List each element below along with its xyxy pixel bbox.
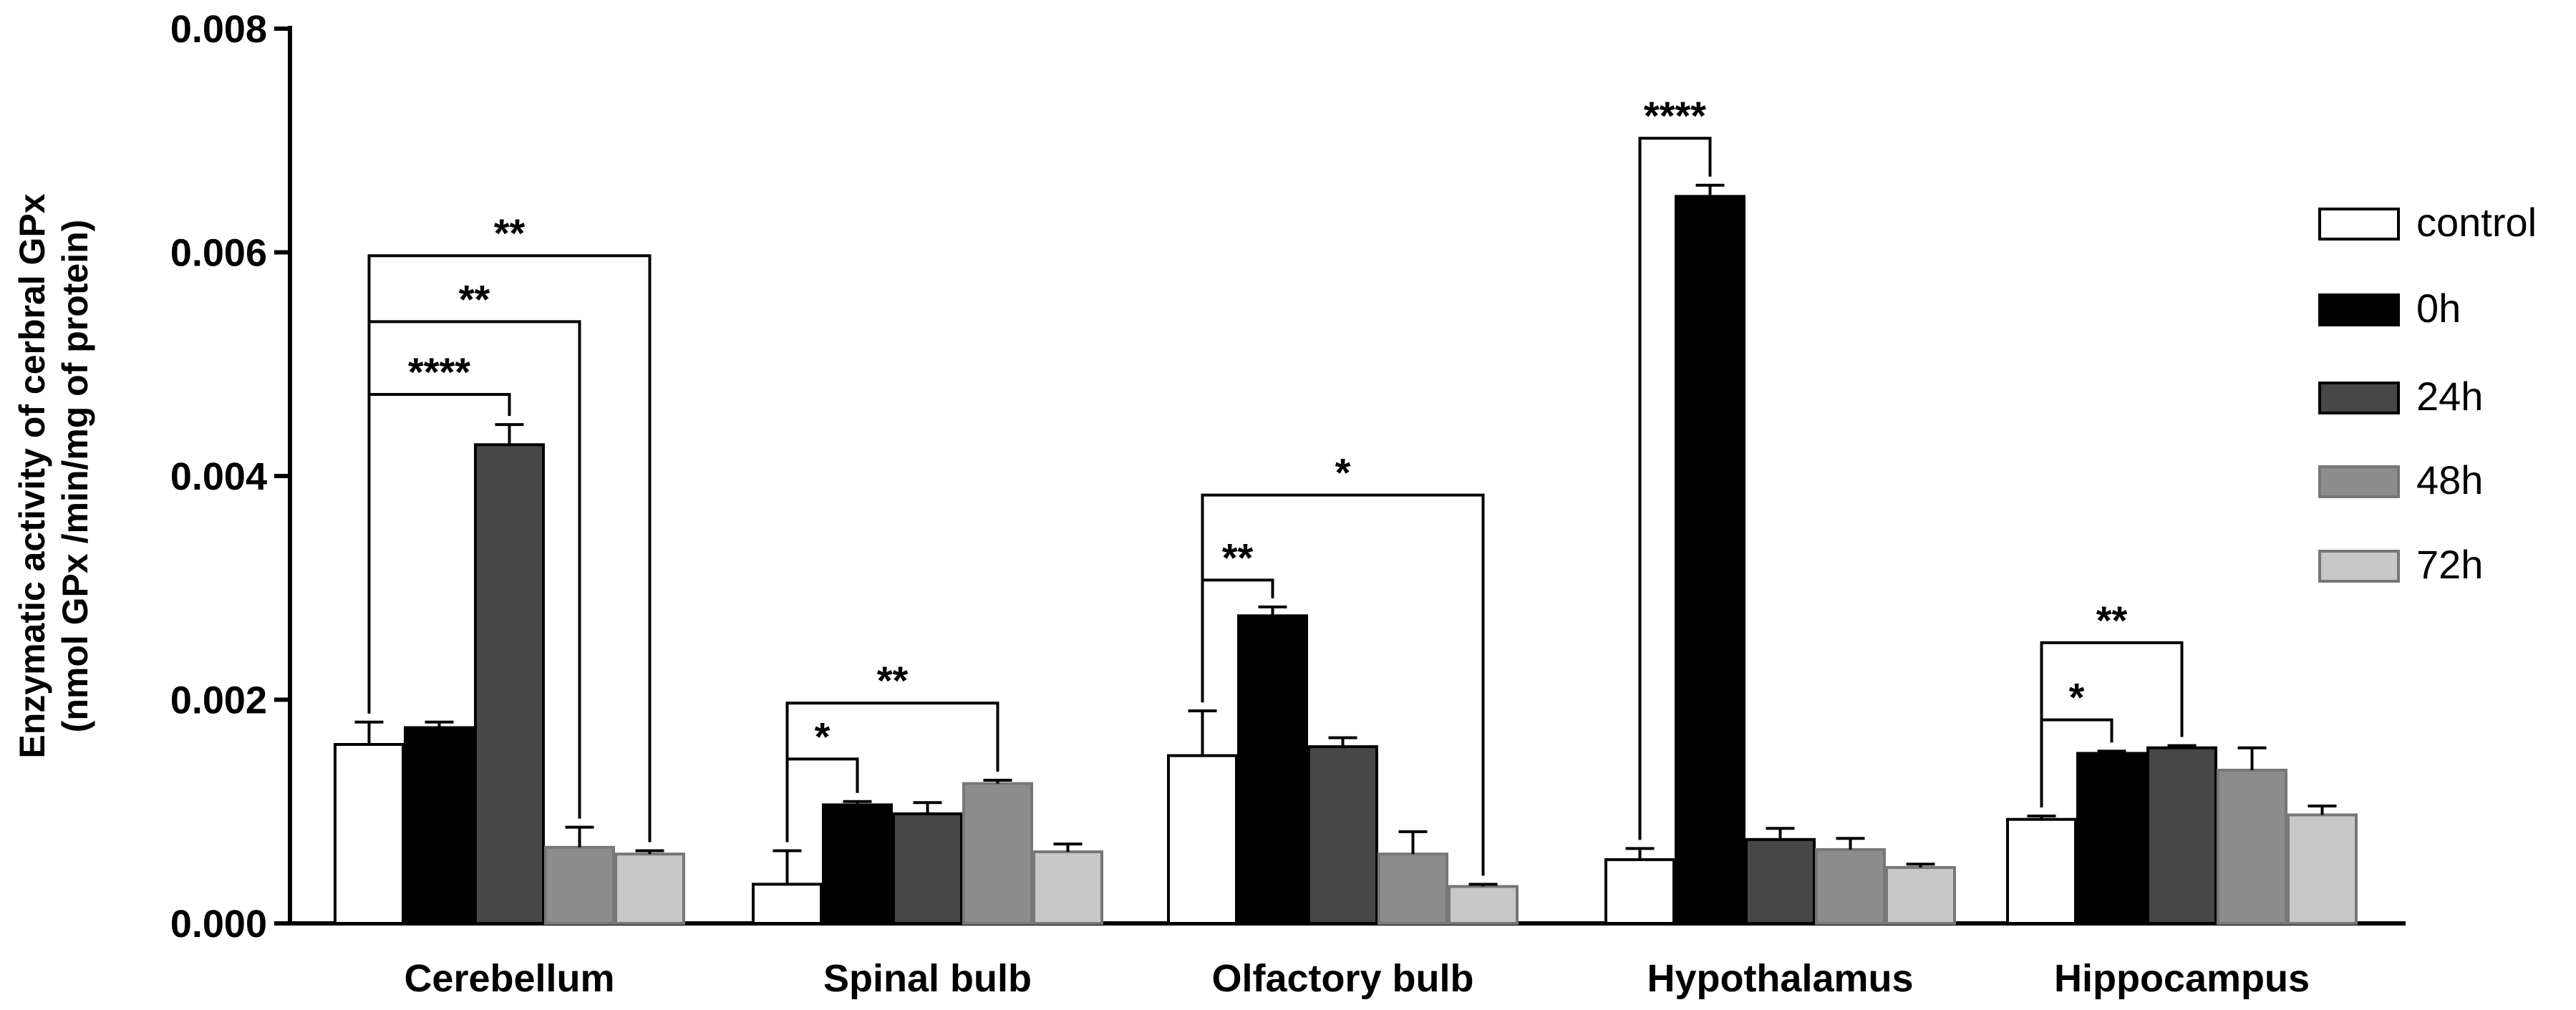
y-axis-subtitle: (nmol GPx /min/mg of protein) — [55, 220, 95, 733]
significance-label: ** — [877, 658, 909, 703]
bar-0h — [1237, 614, 1308, 925]
y-tick-label: 0.002 — [170, 679, 267, 722]
legend-swatch — [2318, 550, 2400, 583]
legend-swatch — [2318, 208, 2400, 241]
significance-bracket — [785, 701, 999, 843]
y-tick-label: 0.000 — [170, 903, 267, 946]
legend-swatch — [2318, 293, 2400, 326]
bar-control — [2006, 817, 2077, 925]
bar-0h — [822, 803, 893, 925]
legend-label: 72h — [2416, 542, 2483, 587]
significance-bracket — [1201, 493, 1485, 876]
y-tick-label: 0.008 — [170, 8, 267, 51]
bar-control — [334, 743, 405, 925]
x-category-label: Olfactory bulb — [1211, 957, 1473, 1000]
bar-48h — [1815, 848, 1886, 925]
x-category-label: Hypothalamus — [1647, 957, 1913, 1000]
y-tick-label: 0.006 — [170, 232, 267, 275]
legend-label: 48h — [2416, 457, 2483, 502]
bar-0h — [404, 726, 475, 925]
legend-label: 24h — [2416, 374, 2483, 419]
significance-label: ** — [2096, 598, 2128, 643]
bar-48h — [2217, 768, 2287, 925]
significance-label: ** — [494, 210, 526, 256]
bar-0h — [1675, 195, 1745, 925]
significance-bracket — [1638, 137, 1712, 840]
significance-label: **** — [408, 349, 470, 394]
significance-label: * — [1335, 450, 1351, 495]
significance-label: **** — [1644, 93, 1706, 138]
x-category-label: Spinal bulb — [823, 957, 1032, 1000]
significance-label: ** — [459, 276, 490, 321]
bar-48h — [962, 782, 1033, 925]
legend-swatch — [2318, 465, 2400, 498]
x-category-label: Cerebellum — [404, 957, 614, 1000]
bar-24h — [1307, 745, 1378, 925]
legend-label: control — [2416, 200, 2537, 245]
bar-0h — [2076, 752, 2147, 925]
bar-control — [1604, 858, 1675, 925]
significance-label: * — [2069, 675, 2085, 720]
significance-bracket — [2040, 641, 2184, 807]
bar-72h — [614, 853, 685, 925]
significance-label: * — [815, 714, 831, 759]
y-axis-title: Enzymatic activity of cerbral GPx — [12, 193, 52, 758]
bar-48h — [1377, 853, 1448, 925]
bar-24h — [1745, 837, 1816, 925]
significance-bracket — [367, 254, 652, 843]
y-tick-label: 0.004 — [170, 455, 267, 498]
bar-72h — [1885, 865, 1956, 925]
bar-control — [1167, 754, 1238, 925]
significance-label: ** — [1222, 535, 1254, 580]
bar-72h — [1448, 885, 1519, 925]
bar-72h — [1032, 850, 1103, 925]
legend-swatch — [2318, 382, 2400, 414]
bar-control — [752, 883, 823, 925]
bar-24h — [892, 812, 963, 925]
bar-72h — [2287, 813, 2358, 925]
x-category-label: Hippocampus — [2054, 957, 2310, 1000]
legend-label: 0h — [2416, 286, 2461, 331]
bar-24h — [474, 443, 545, 925]
bar-24h — [2146, 746, 2217, 925]
bar-48h — [544, 845, 615, 925]
